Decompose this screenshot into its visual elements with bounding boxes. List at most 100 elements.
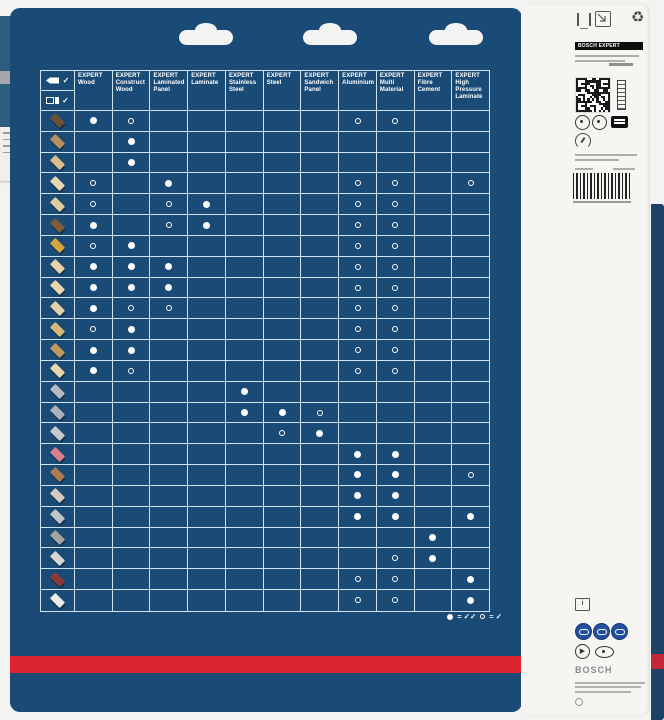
compat-cell: [112, 381, 151, 403]
compat-cell: [75, 590, 113, 611]
compat-cell: [414, 131, 453, 153]
filled-dot: [391, 492, 399, 500]
barcode-digits-line: [573, 201, 631, 203]
compat-cell: [263, 402, 302, 424]
filled-dot: [429, 533, 437, 541]
machine-header-cell: ✓ ✓: [41, 71, 75, 111]
compat-cell: [75, 569, 113, 591]
filled-dot: [127, 138, 135, 146]
column-name: Wood: [78, 79, 95, 86]
material-icon-cell: [41, 256, 75, 278]
hollow-dot: [392, 263, 399, 270]
compat-cell: [263, 111, 302, 132]
material-row: [41, 590, 489, 611]
material-row: [41, 444, 490, 466]
material-row: [41, 360, 490, 382]
compat-cell: [452, 132, 490, 153]
filled-dot: [89, 346, 97, 354]
filled-dot: [429, 554, 437, 562]
compat-cell: [376, 423, 415, 445]
compat-cell: [188, 298, 226, 320]
compat-cell: [225, 111, 264, 132]
compat-cell: [112, 277, 151, 299]
compat-cell: [301, 444, 340, 466]
column-header-aluminium: EXPERT Aluminium: [339, 71, 377, 111]
compat-cell: [452, 298, 490, 320]
compat-cell: [188, 381, 226, 403]
material-icon-osb-board: [49, 238, 66, 254]
compat-cell: [414, 548, 453, 570]
compat-cell: [339, 152, 377, 174]
material-icon-cell: [41, 173, 75, 195]
compat-cell: [301, 527, 340, 549]
compat-cell: [263, 152, 302, 174]
compat-cell: [75, 173, 113, 195]
compat-cell: [75, 423, 113, 445]
column-name: Laminated Panel: [153, 79, 185, 93]
compat-cell: [452, 194, 490, 216]
compat-cell: [75, 548, 113, 570]
compat-cell: [263, 340, 302, 361]
compat-cell: [376, 131, 415, 153]
compat-cell: [112, 298, 151, 320]
column-header-construct-wood: EXPERT Construct Wood: [112, 71, 151, 111]
recycle-circle-icon: ▶: [575, 644, 590, 659]
compat-cell: [301, 277, 340, 299]
material-icon-cell: [41, 527, 75, 549]
compat-cell: [339, 194, 377, 216]
compat-cell: [75, 381, 113, 403]
column-header-laminated-panel: EXPERT Laminated Panel: [150, 71, 189, 111]
column-brand: EXPERT: [417, 73, 443, 79]
compat-cell: [452, 569, 490, 591]
compat-cell: [188, 111, 226, 132]
compat-cell: [414, 506, 453, 528]
compat-cell: [263, 506, 302, 528]
column-brand: EXPERT: [153, 73, 179, 79]
compat-cell: [452, 444, 490, 466]
info-text-line: [575, 59, 625, 62]
compat-cell: [75, 506, 113, 528]
compat-cell: [150, 360, 189, 382]
hollow-dot: [467, 471, 474, 478]
filled-dot: [354, 513, 361, 521]
compat-cell: [301, 569, 340, 591]
compat-cell: [452, 382, 490, 403]
dust-mask-icon: [611, 623, 628, 640]
safety-goggles-icon: [575, 623, 592, 640]
hollow-dot: [354, 284, 361, 291]
hollow-dot: [392, 576, 399, 583]
filled-dot: [240, 388, 248, 396]
compat-cell: [339, 340, 377, 361]
column-name: High Pressure Laminate: [455, 79, 483, 100]
machine-row: ✓: [41, 90, 74, 110]
service-text-line: [575, 154, 637, 156]
compat-cell: [452, 507, 490, 528]
hollow-dot: [467, 180, 474, 187]
check-icon: ✓: [62, 95, 69, 105]
hollow-dot: [90, 201, 97, 208]
compat-cell: [339, 569, 377, 591]
hollow-dot: [165, 222, 172, 229]
material-row: [41, 381, 490, 403]
hollow-dot: [392, 242, 399, 249]
material-icon-insulation-white-board: [49, 592, 66, 609]
material-icon-cell: [41, 485, 75, 507]
compat-cell: [150, 111, 189, 132]
compat-cell: [263, 256, 302, 278]
compat-cell: [452, 153, 490, 174]
compat-cell: [414, 319, 453, 341]
compat-cell: [376, 444, 415, 466]
material-row: [41, 485, 490, 507]
compat-cell: [188, 173, 226, 195]
compat-cell: [339, 465, 377, 486]
bosch-logo: BOSCH: [575, 665, 613, 675]
compat-cell: [339, 548, 377, 570]
filled-dot: [203, 200, 211, 208]
compat-cell: [75, 152, 113, 174]
filled-dot: [165, 179, 173, 187]
material-icon-cell: [41, 590, 75, 611]
compat-cell: [225, 569, 264, 591]
compat-cell: [188, 152, 226, 174]
compat-cell: [112, 173, 151, 195]
compat-cell: [188, 360, 226, 382]
